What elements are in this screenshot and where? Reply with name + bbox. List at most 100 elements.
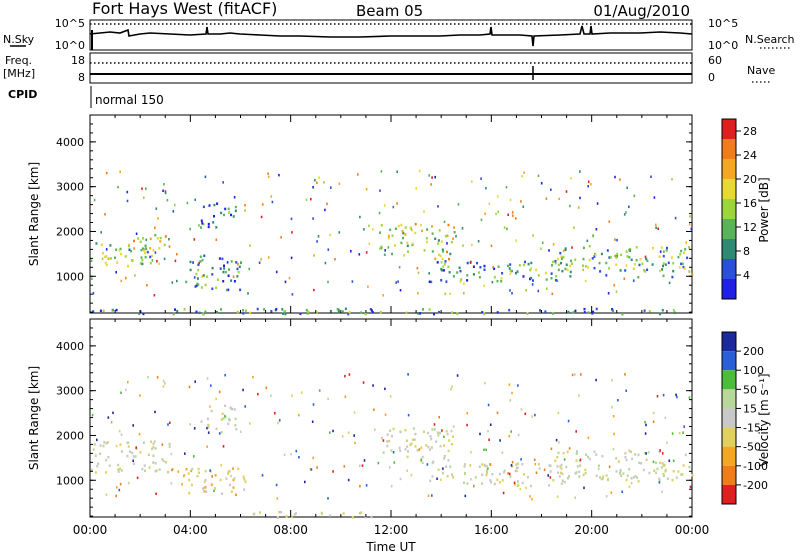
data-cell [571,373,574,377]
data-cell [582,257,585,261]
data-cell [95,242,98,245]
data-cell [682,464,685,467]
data-cell [593,266,596,270]
y-tick-label: 2000 [56,225,84,238]
data-cell [561,472,564,476]
data-cell [512,214,514,217]
data-cell [390,449,393,452]
data-cell [153,294,156,297]
data-cell [171,468,173,472]
data-cell [509,475,512,478]
data-cell [198,311,201,315]
data-cell [461,227,464,230]
data-cell [466,423,468,427]
data-cell [423,210,425,213]
data-cell [204,283,207,287]
data-cell [359,484,361,488]
data-cell [348,310,351,314]
data-cell [144,469,146,473]
data-cell [372,384,374,387]
data-cell [384,387,386,391]
data-cell [119,482,122,486]
data-cell [150,440,153,443]
data-cell [168,442,171,446]
data-cell [540,247,542,250]
data-cell [395,281,397,284]
data-cell [416,267,419,270]
colorbar-tick-label: 50 [743,383,757,396]
data-cell [293,513,296,516]
data-cell [131,259,134,262]
colorbar-frame [721,331,737,505]
data-cell [608,267,611,270]
data-cell [552,478,555,482]
data-cell [132,455,135,458]
data-cell [554,261,557,265]
data-cell [167,470,170,474]
data-cell [644,270,647,273]
data-cell [429,479,432,483]
data-cell [683,251,685,254]
data-cell [569,204,571,208]
data-cell [471,243,473,247]
data-cell [483,448,485,451]
data-cell [164,191,167,195]
data-cell [202,222,205,226]
data-cell [115,494,117,498]
data-cell [620,253,623,257]
data-cell [230,407,233,410]
data-cell [156,237,159,240]
data-cell [105,263,108,267]
data-cell [307,310,310,313]
data-cell [579,170,581,173]
data-cell [440,267,443,271]
data-cell [225,288,228,292]
data-cell [628,449,631,453]
data-cell [118,488,121,492]
data-cell [481,473,484,476]
data-cell [111,309,114,312]
data-cell [567,310,570,314]
data-cell [433,428,436,431]
data-cell [151,254,153,258]
data-cell [678,432,681,435]
data-cell [447,265,450,269]
data-cell [569,270,572,274]
data-cell [210,483,213,486]
data-cell [501,479,504,482]
colorbar-segment [722,219,736,239]
data-cell [222,270,225,274]
data-cell [635,246,638,249]
data-cell [550,447,553,451]
data-cell [615,457,618,460]
data-cell [587,180,590,183]
data-cell [236,310,239,314]
data-cell [96,464,99,468]
data-cell [640,462,643,465]
data-cell [168,238,170,241]
data-cell [594,253,597,257]
data-cell [290,256,293,260]
data-cell [521,175,523,178]
data-cell [413,438,416,441]
data-cell [206,377,209,380]
data-cell [466,482,469,485]
data-cell [679,253,682,256]
data-cell [311,420,314,423]
data-cell [389,395,392,398]
y-tick-label: 1000 [56,270,84,283]
data-cell [232,486,235,489]
data-cell [663,250,665,253]
data-cell [614,254,616,258]
data-cell [327,397,329,401]
data-cell [215,226,218,229]
data-cell [574,472,577,475]
data-cell [387,234,390,238]
data-cell [633,263,636,266]
data-cell [234,209,237,213]
data-cell [197,263,200,266]
data-cell [444,234,447,238]
nave-tick-top: 60 [708,54,722,67]
colorbar-segment [722,159,736,179]
